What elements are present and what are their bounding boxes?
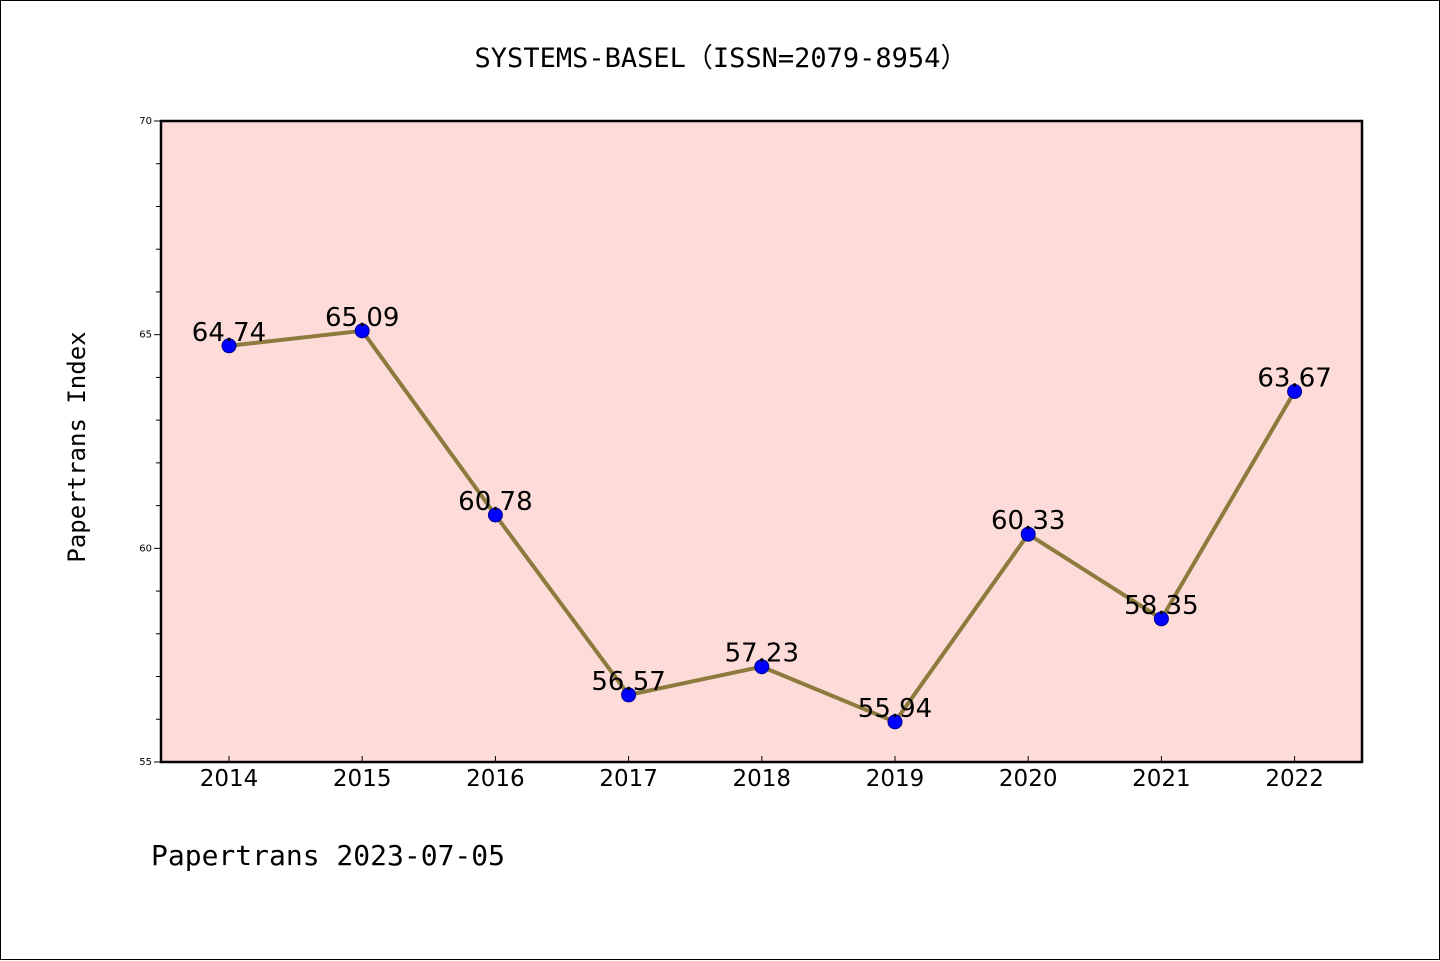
data-labels: 64.74 65.09 60.78 56.57 57.23 55.94 60.33 58.35…: [192, 303, 1332, 724]
y-axis-label: Papertrans Index: [63, 331, 91, 562]
data-point: [221, 338, 237, 354]
data-label: 60.33: [991, 506, 1065, 536]
x-tick-label: 2016: [466, 766, 525, 792]
x-tick-label: 2021: [1132, 766, 1191, 792]
y-tick-label: 70: [139, 116, 152, 127]
y-tick-label: 65: [139, 330, 152, 341]
data-label: 58.35: [1124, 591, 1198, 621]
series-layer: [221, 323, 1303, 730]
data-label: 57.23: [725, 639, 799, 669]
x-tick-label: 2019: [866, 766, 925, 792]
data-label: 55.94: [858, 694, 932, 724]
y-tick-label: 60: [139, 543, 152, 554]
x-tick-label: 2015: [333, 766, 392, 792]
data-point: [621, 687, 637, 703]
data-point: [1153, 611, 1169, 627]
data-point: [487, 507, 503, 523]
data-point: [887, 714, 903, 730]
x-tick-label: 2022: [1265, 766, 1324, 792]
plot-area: [161, 121, 1362, 762]
data-label: 64.74: [192, 318, 266, 348]
data-label: 65.09: [325, 303, 399, 333]
data-label: 56.57: [591, 667, 665, 697]
x-axis-ticks: 2014 2015 2016 2017 2018 2019 2020 2021 2022: [200, 756, 1324, 792]
data-point: [1020, 526, 1036, 542]
y-tick-label: 55: [139, 757, 152, 768]
data-point: [754, 659, 770, 675]
data-point: [1287, 384, 1303, 400]
x-tick-label: 2017: [599, 766, 658, 792]
data-point: [354, 323, 370, 339]
x-tick-label: 2018: [733, 766, 792, 792]
x-tick-label: 2020: [999, 766, 1058, 792]
x-tick-label: 2014: [200, 766, 259, 792]
footer-text: Papertrans 2023-07-05: [151, 839, 505, 872]
chart-title: SYSTEMS-BASEL（ISSN=2079-8954）: [475, 43, 968, 74]
plot-border: [159, 119, 1364, 764]
data-label: 63.67: [1257, 364, 1331, 394]
y-axis-ticks: 55 60 65 70: [139, 116, 161, 768]
data-label: 60.78: [458, 487, 532, 517]
